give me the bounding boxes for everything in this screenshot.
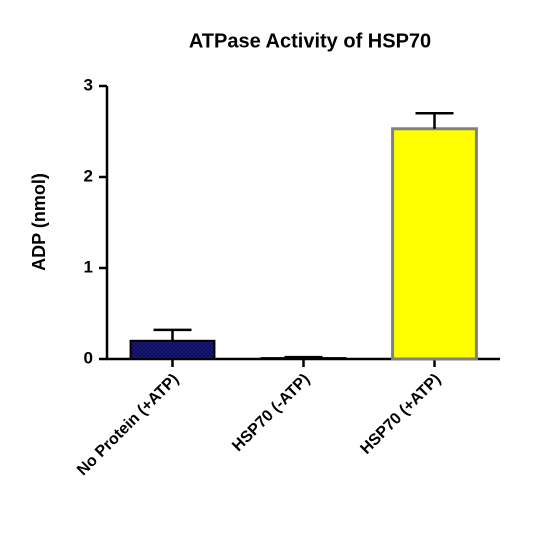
bar xyxy=(129,339,216,360)
y-axis-label: ADP (nmol) xyxy=(29,173,49,271)
bar xyxy=(391,127,478,361)
chart-title: ATPase Activity of HSP70 xyxy=(189,30,431,52)
y-tick-label: 1 xyxy=(84,257,93,276)
x-tick-label: No Protein (+ATP) xyxy=(74,371,182,479)
x-tick-label: HSP70 (+ATP) xyxy=(357,371,444,458)
y-tick-label: 0 xyxy=(84,348,93,367)
x-tick-label: HSP70 (-ATP) xyxy=(229,371,313,455)
y-tick-label: 2 xyxy=(84,166,93,185)
y-tick-label: 3 xyxy=(84,75,93,94)
